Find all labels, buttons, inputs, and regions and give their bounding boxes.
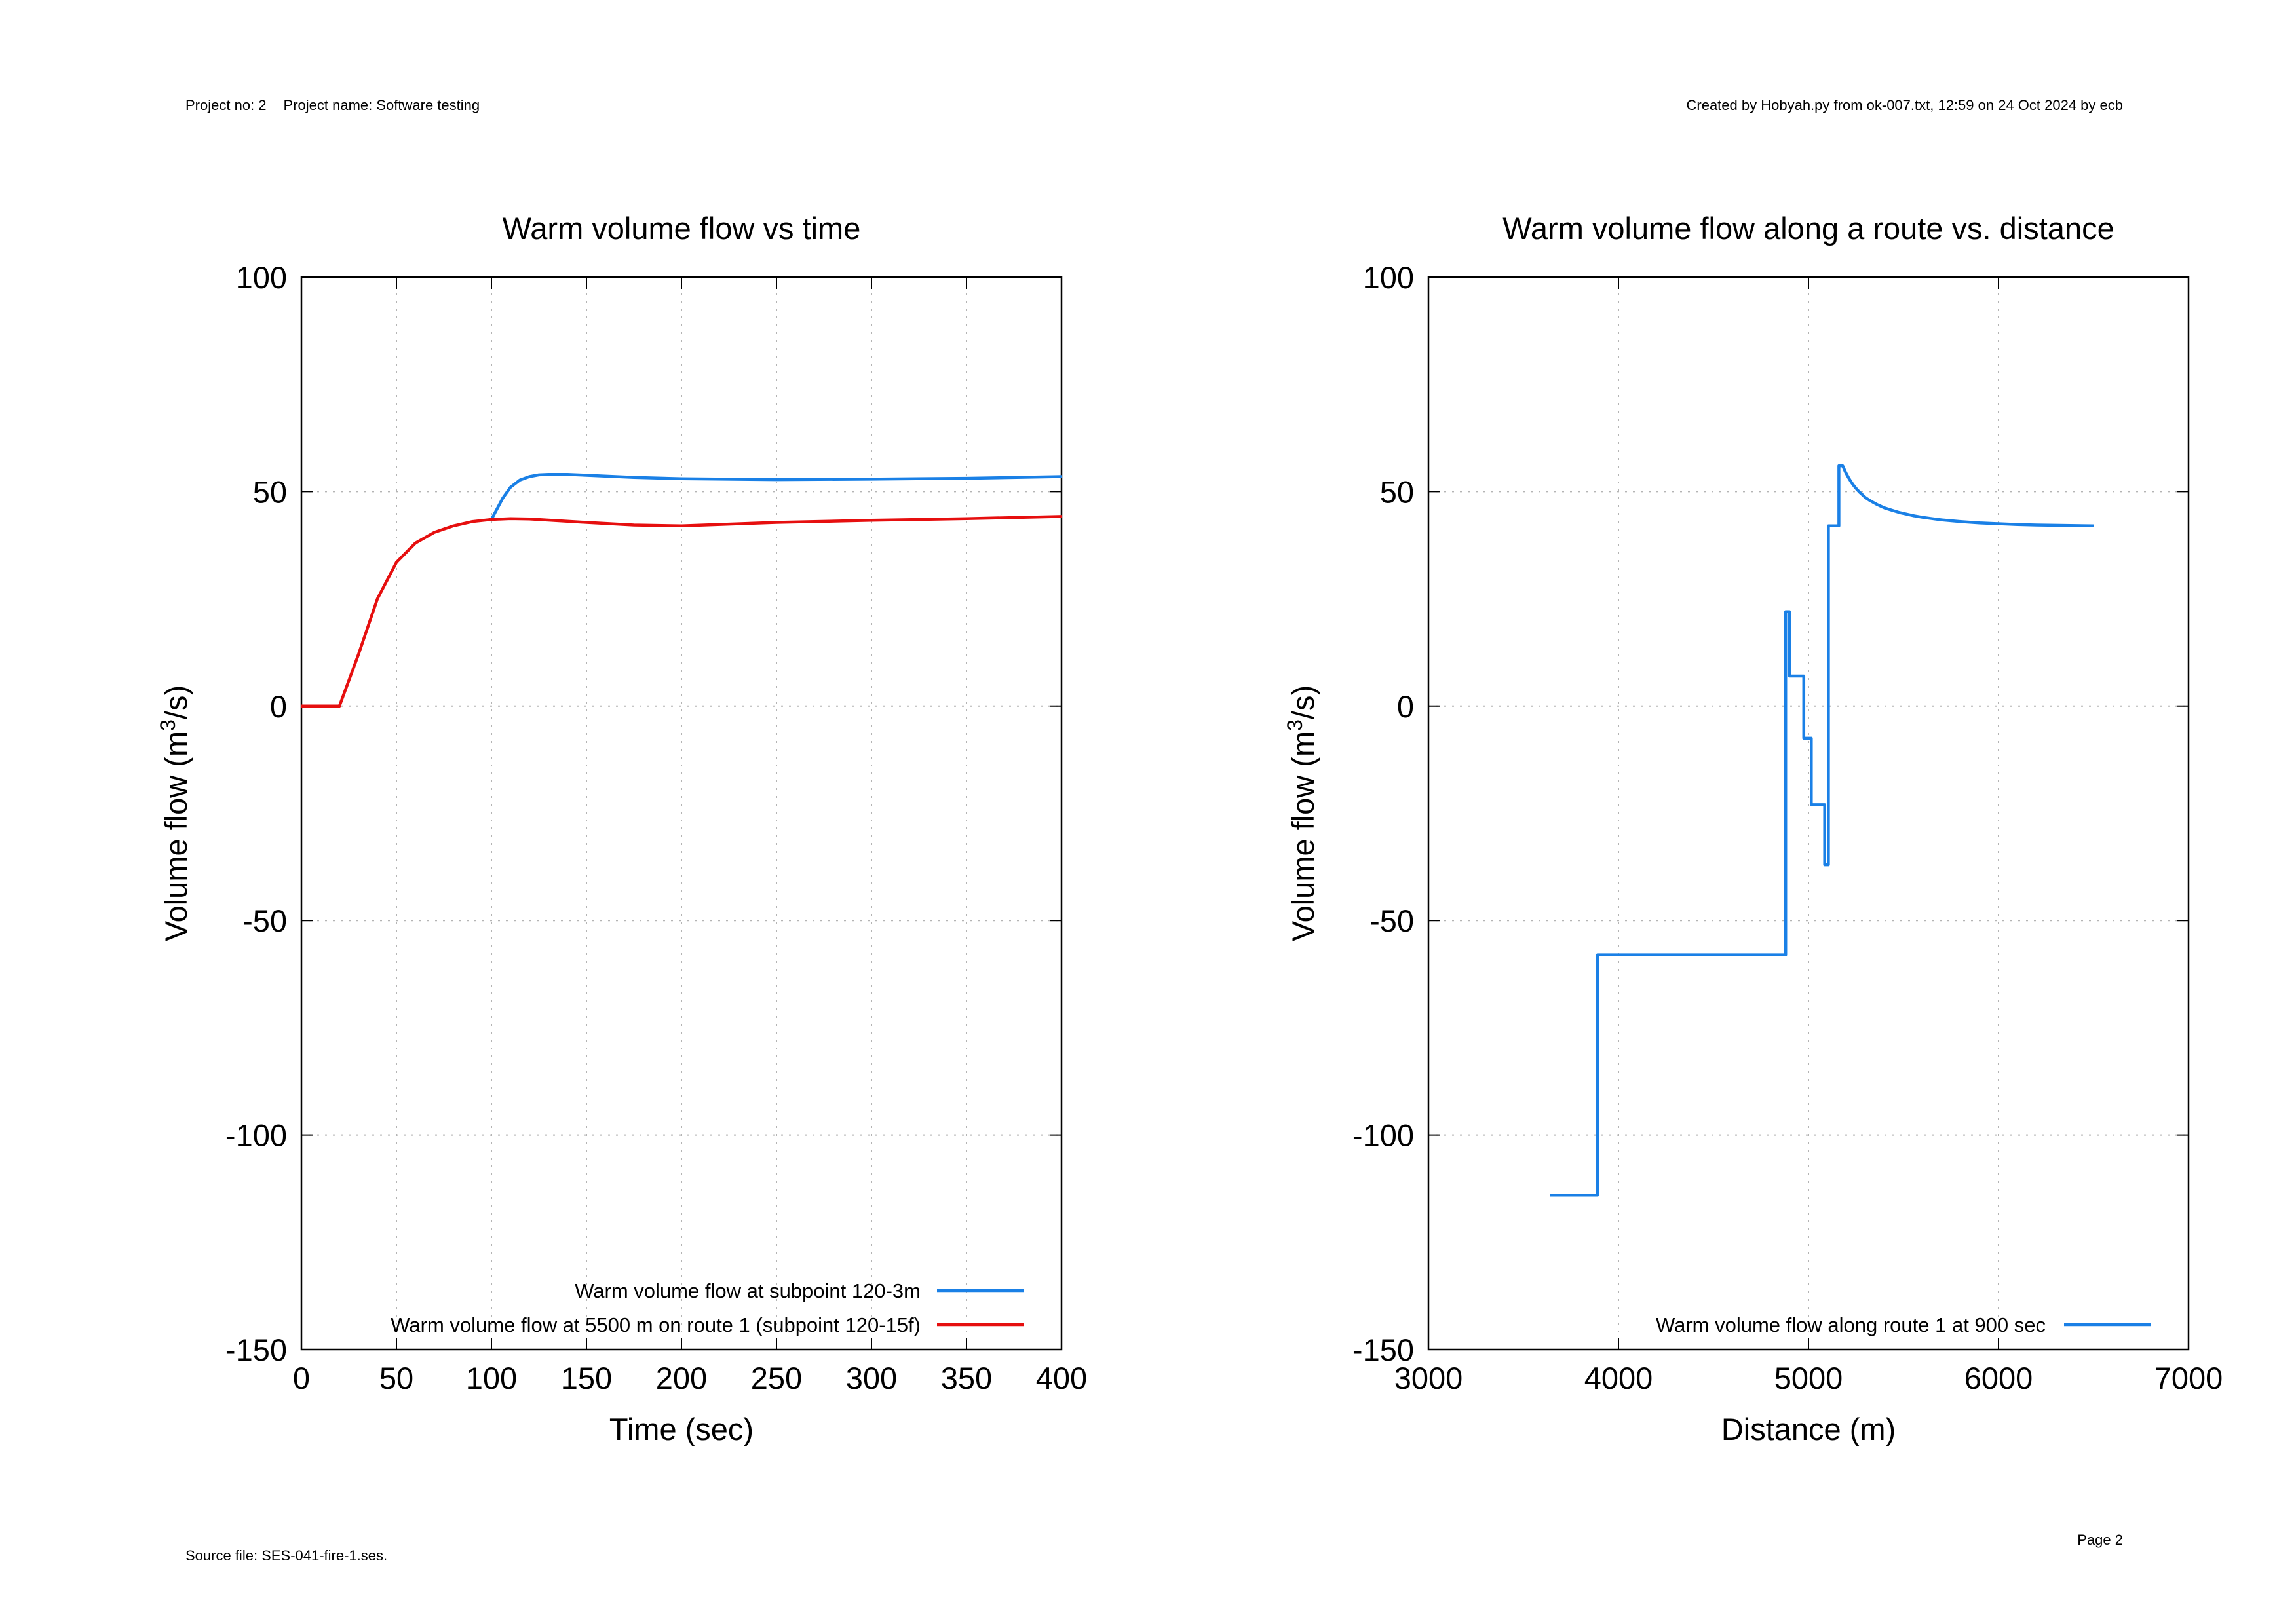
y-tick-label: 0 <box>270 689 287 724</box>
created-by-note: Created by Hobyah.py from ok-007.txt, 12… <box>1686 97 2124 113</box>
x-tick-label: 350 <box>941 1361 992 1395</box>
project-header: Project no: 2 Project name: Software test… <box>185 97 480 114</box>
y-tick-label: 100 <box>236 260 287 295</box>
x-tick-label: 250 <box>751 1361 802 1395</box>
y-tick-label: -50 <box>242 903 287 938</box>
x-tick-label: 150 <box>561 1361 612 1395</box>
x-tick-label: 200 <box>656 1361 707 1395</box>
x-tick-label: 5000 <box>1774 1361 1843 1395</box>
x-tick-label: 400 <box>1036 1361 1087 1395</box>
x-tick-label: 3000 <box>1394 1361 1463 1395</box>
x-tick-label: 50 <box>379 1361 413 1395</box>
plot-frame <box>1427 276 2190 1351</box>
y-tick-label: -150 <box>225 1332 287 1367</box>
x-tick-label: 4000 <box>1584 1361 1653 1395</box>
x-tick-label: 300 <box>846 1361 897 1395</box>
plot-frame <box>300 276 1063 1351</box>
y-tick-label: 50 <box>1380 474 1414 509</box>
project-number: Project no: 2 <box>185 97 267 113</box>
grid-lines <box>301 277 1062 1350</box>
x-tick-label: 7000 <box>2154 1361 2223 1395</box>
y-tick-label: -100 <box>1352 1118 1414 1153</box>
grid-lines <box>1428 277 2189 1350</box>
time-series-line-2 <box>301 515 1062 708</box>
time-y-axis-label: Volume flow (m3/s) <box>156 685 193 941</box>
x-tick-label: 100 <box>466 1361 517 1395</box>
y-tick-label: -100 <box>225 1118 287 1153</box>
legend-label-1: Warm volume flow along route 1 at 900 se… <box>1656 1313 2046 1336</box>
distance-chart-title: Warm volume flow along a route vs. dista… <box>1502 211 2114 246</box>
time-chart-title: Warm volume flow vs time <box>503 211 861 246</box>
y-tick-label: -50 <box>1369 903 1414 938</box>
time-series-line-1 <box>490 472 1062 521</box>
y-tick-label: 50 <box>253 474 287 509</box>
distance-series-line-1 <box>1550 464 2094 1197</box>
legend-label-2: Warm volume flow at 5500 m on route 1 (s… <box>391 1313 921 1336</box>
project-name: Project name: Software testing <box>283 97 480 113</box>
y-tick-label: 100 <box>1363 260 1414 295</box>
y-tick-label: 0 <box>1397 689 1414 724</box>
page-number: Page 2 <box>2077 1532 2123 1548</box>
distance-x-axis-label: Distance (m) <box>1721 1412 1896 1446</box>
x-tick-label: 0 <box>293 1361 310 1395</box>
legend-label-1: Warm volume flow at subpoint 120-3m <box>575 1279 921 1302</box>
x-tick-label: 6000 <box>1964 1361 2033 1395</box>
y-tick-label: -150 <box>1352 1332 1414 1367</box>
time-x-axis-label: Time (sec) <box>609 1412 754 1446</box>
source-file-note: Source file: SES-041-fire-1.ses. <box>185 1547 388 1564</box>
distance-y-axis-label: Volume flow (m3/s) <box>1283 685 1320 941</box>
